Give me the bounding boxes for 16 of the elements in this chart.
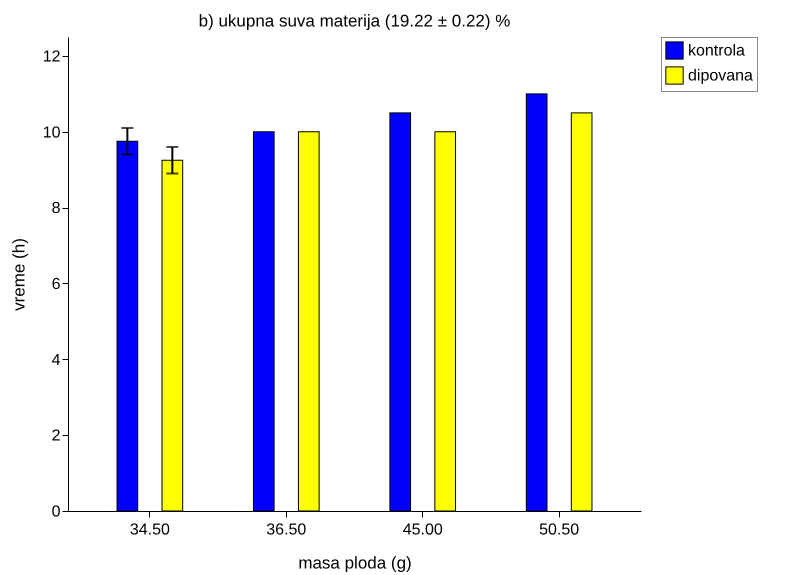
x-tick-label: 36.50 [266,522,306,538]
y-tick-label: 4 [52,352,61,369]
y-tick-label: 2 [52,428,61,445]
x-tick-label: 45.00 [402,522,443,538]
y-tick-label: 10 [42,124,61,142]
chart-title: b) ukupna suva materija (19.22 ± 0.22) % [198,12,510,30]
x-tick-label: 50.50 [539,522,580,538]
y-tick-label: 12 [42,48,61,66]
y-tick-label: 6 [52,276,61,293]
y-axis-title: vreme (h) [10,238,29,311]
legend-label: dipovana [688,68,754,84]
legend-label: kontrola [688,42,746,60]
x-tick-label: 34.50 [130,522,170,538]
y-tick-label: 0 [52,504,61,520]
x-axis-title: masa ploda (g) [298,554,412,572]
y-tick-label: 8 [52,200,61,218]
